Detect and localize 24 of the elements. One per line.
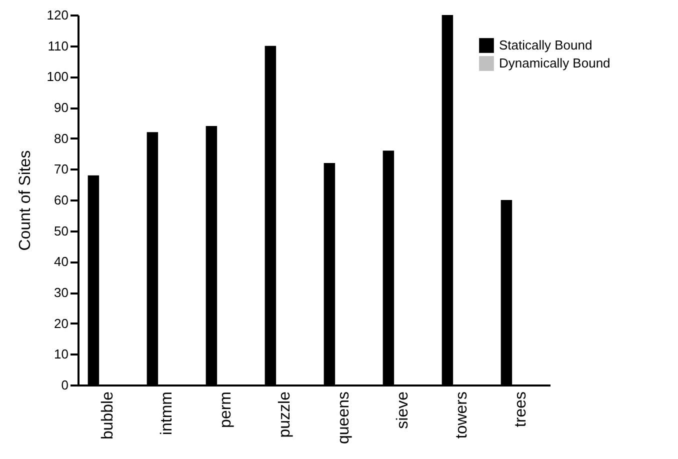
x-tick-label: trees [512, 392, 530, 428]
y-tick-label: 90 [54, 100, 68, 115]
x-tick-label: bubble [100, 391, 116, 440]
legend-label: Dynamically Bound [499, 56, 610, 70]
x-tick-label: towers [454, 392, 470, 439]
y-tick-label: 110 [48, 38, 68, 54]
y-axis-title: Count of Sites [16, 150, 34, 251]
y-tick-label: 50 [54, 223, 68, 238]
x-tick-label: intmm [158, 392, 176, 436]
y-tick-label: 100 [46, 69, 68, 84]
x-tick-label: sieve [394, 391, 412, 429]
x-tick-label: perm [218, 392, 234, 428]
legend-label: Statically Bound [499, 38, 592, 52]
y-tick-label: 40 [54, 254, 68, 270]
y-tick-label: 80 [54, 130, 68, 146]
y-tick-label: 10 [54, 346, 68, 362]
y-tick-label: 70 [54, 162, 68, 177]
y-tick-label: 120 [46, 8, 68, 22]
x-tick-label: puzzle [276, 391, 294, 438]
y-tick-label: 20 [54, 316, 68, 331]
x-tick-label: queens [336, 392, 352, 444]
y-tick-label: 30 [54, 285, 68, 300]
y-tick-label: 60 [54, 192, 68, 208]
y-tick-label: 0 [61, 378, 68, 392]
